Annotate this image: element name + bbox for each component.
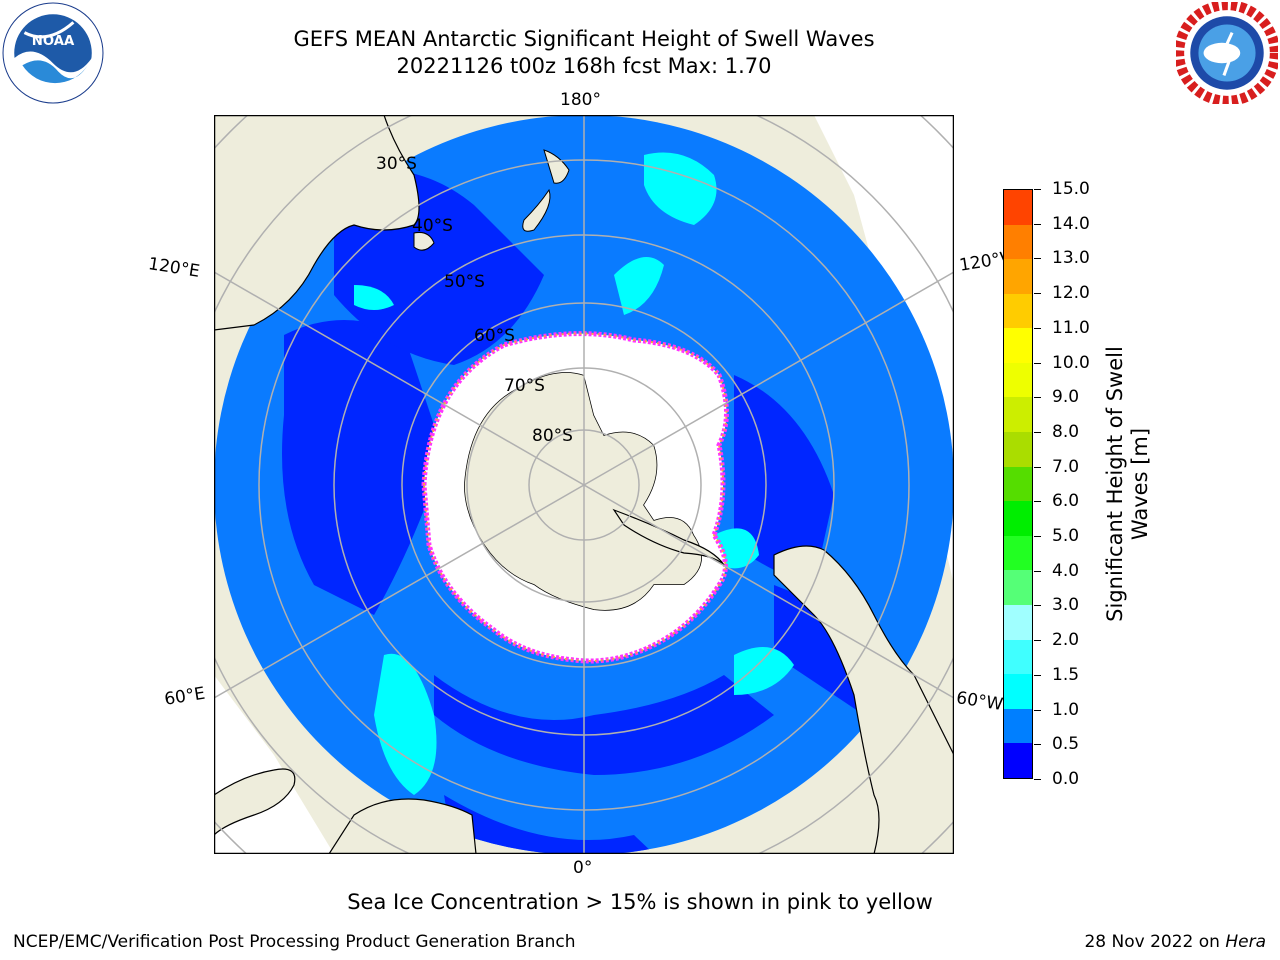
lat-label: 40°S (412, 216, 453, 236)
colorbar-tick-label: 12.0 (1052, 283, 1090, 304)
colorbar-tick-label: 0.5 (1052, 734, 1080, 755)
colorbar-label: Significant Height of Swell Waves [m] (1103, 346, 1152, 622)
lat-label: 80°S (532, 426, 573, 446)
lat-label: 50°S (444, 272, 485, 292)
colorbar-tick-label: 8.0 (1052, 421, 1080, 442)
footer-date-text: 28 Nov 2022 on (1084, 932, 1226, 952)
high-swell-region (614, 257, 664, 315)
colorbar-segment (1004, 397, 1032, 433)
colorbar-tick-label: 2.0 (1052, 630, 1080, 651)
chart-subtitle: 20221126 t00z 168h fcst Max: 1.70 (396, 54, 772, 78)
colorbar-tick-label: 1.0 (1052, 699, 1080, 720)
colorbar-tick-label: 15.0 (1052, 179, 1090, 199)
lon-label-120e: 120°E (146, 254, 202, 282)
colorbar-segment (1004, 605, 1032, 640)
south-america (773, 545, 954, 854)
colorbar-segment (1004, 466, 1032, 502)
colorbar (1003, 189, 1033, 779)
colorbar-tick-label: 6.0 (1052, 491, 1080, 512)
colorbar-segment (1004, 432, 1032, 467)
map-frame (214, 115, 954, 854)
lon-label-60w: 60°W (954, 688, 1005, 716)
colorbar-segments (1004, 189, 1032, 778)
lat-label: 30°S (376, 154, 417, 174)
colorbar-segment (1004, 293, 1032, 329)
colorbar-segment (1004, 259, 1032, 294)
chart-title: GEFS MEAN Antarctic Significant Height o… (293, 27, 875, 51)
colorbar-tick-label: 3.0 (1052, 595, 1080, 616)
colorbar-tick-label: 9.0 (1052, 387, 1080, 408)
footer-credit: NCEP/EMC/Verification Post Processing Pr… (13, 932, 576, 952)
colorbar-segment (1004, 328, 1032, 363)
lon-label-0: 0° (573, 858, 593, 878)
outside-white-left (214, 375, 334, 854)
colorbar-tick-label: 11.0 (1052, 317, 1090, 338)
colorbar-segment (1004, 674, 1032, 709)
colorbar-tick-label: 7.0 (1052, 456, 1080, 477)
colorbar-tick-label: 5.0 (1052, 526, 1080, 547)
new-zealand (543, 149, 570, 184)
lon-label-60e: 60°E (163, 683, 207, 710)
colorbar-ticks: 0.0 0.5 1.0 1.5 2.0 3.0 4.0 5.0 6.0 7.0 8.0 9.0 10.0… (1034, 179, 1114, 789)
colorbar-segment (1004, 501, 1032, 536)
nws-logo (1176, 2, 1278, 104)
footer-date: 28 Nov 2022 on Hera (1084, 932, 1266, 952)
colorbar-tick-label: 10.0 (1052, 352, 1090, 373)
colorbar-segment (1004, 535, 1032, 571)
colorbar-segment (1004, 708, 1032, 744)
madagascar-region (214, 768, 296, 836)
colorbar-segment (1004, 570, 1032, 606)
ice-edge (421, 331, 729, 664)
noaa-logo: NOAA (2, 2, 104, 104)
australia (214, 115, 420, 331)
africa (328, 798, 477, 854)
colorbar-segment (1004, 362, 1032, 398)
footer-machine: Hera (1225, 932, 1266, 952)
colorbar-segment (1004, 224, 1032, 260)
colorbar-tick-label: 0.0 (1052, 769, 1080, 789)
colorbar-tick-label: 13.0 (1052, 248, 1090, 269)
svg-text:NOAA: NOAA (32, 34, 75, 49)
colorbar-segment (1004, 743, 1032, 778)
lon-label-180: 180° (560, 90, 601, 110)
colorbar-segment (1004, 189, 1032, 225)
sea-ice (424, 333, 727, 661)
colorbar-tick-label: 4.0 (1052, 560, 1080, 581)
polar-map: 30°S 40°S 50°S 60°S 70°S 80°S (214, 115, 954, 854)
colorbar-tick-label: 1.5 (1052, 664, 1080, 685)
colorbar-tick-label: 14.0 (1052, 213, 1090, 234)
outside-white-right (814, 115, 954, 585)
low-swell-region (282, 320, 444, 615)
sea-ice-note: Sea Ice Concentration > 15% is shown in … (0, 890, 1280, 914)
colorbar-segment (1004, 639, 1032, 675)
graticule (214, 115, 954, 854)
lat-label: 60°S (474, 326, 515, 346)
sea-ice-note-text: Sea Ice Concentration > 15% is shown in … (347, 890, 933, 914)
lat-label: 70°S (504, 376, 545, 396)
